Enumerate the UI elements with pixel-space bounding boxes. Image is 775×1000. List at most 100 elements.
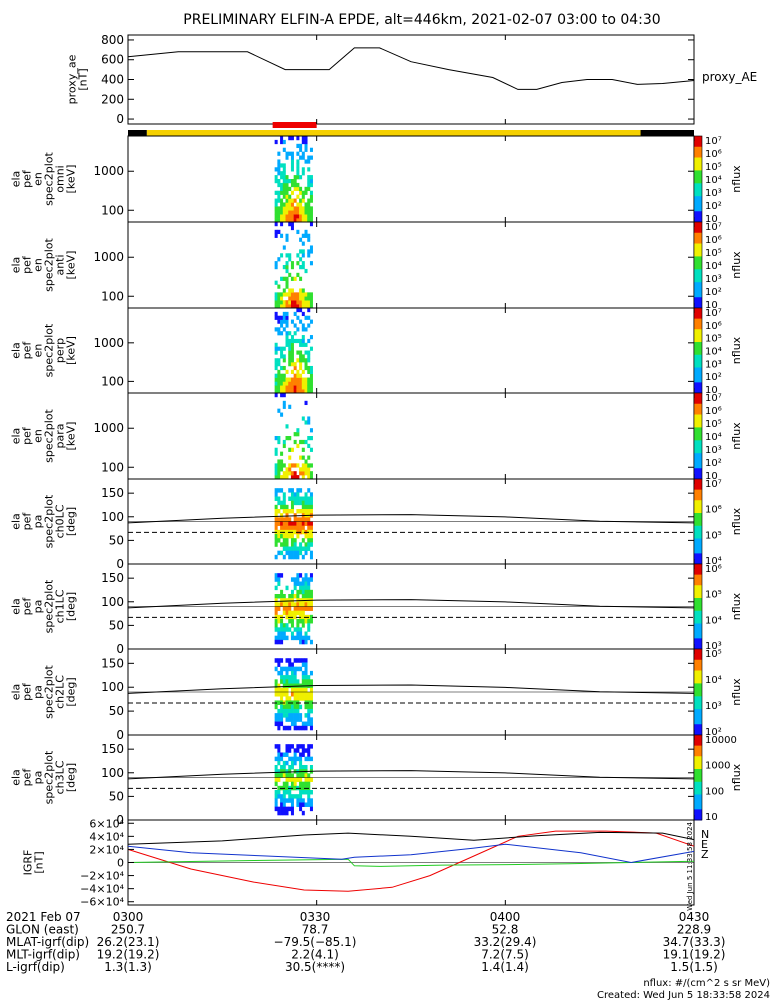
colorbar-cell	[694, 412, 702, 415]
colorbar-cell	[694, 258, 702, 262]
pitch-angle-cell	[304, 713, 308, 718]
pitch-angle-cell	[309, 521, 313, 526]
spectrogram-cell	[277, 381, 281, 386]
spectrogram-cell	[296, 261, 300, 266]
pitch-angle-cell	[290, 635, 294, 641]
spectrogram-cell	[274, 447, 278, 452]
colorbar-cell	[694, 796, 702, 800]
pitch-angle-cell	[304, 542, 308, 547]
ylabel-en_para-line: spec2plot	[43, 409, 56, 463]
pitch-angle-cell	[288, 806, 292, 812]
spectrogram-cell	[288, 186, 292, 192]
spectrogram-cell	[288, 253, 292, 258]
colorbar-cell	[694, 138, 702, 141]
colorbar-cell	[694, 525, 702, 529]
pitch-angle-cell	[309, 492, 313, 497]
pitch-angle-cell	[290, 525, 294, 531]
pitch-angle-cell	[282, 790, 286, 795]
spectrogram-cell	[274, 280, 278, 285]
pitch-angle-cell	[299, 525, 303, 531]
pitch-angle-cell	[304, 704, 308, 710]
spectrogram-cell	[296, 428, 300, 433]
colorbar-cell	[694, 777, 702, 781]
colorbar-cell	[694, 265, 702, 268]
ytick-label: 1000	[93, 336, 124, 350]
spectrogram-cell	[290, 222, 294, 227]
colorbar-cell	[694, 587, 702, 590]
spectrogram-cell	[277, 214, 281, 219]
spectrogram-cell	[282, 315, 286, 320]
ytick-label: 150	[101, 742, 124, 756]
pitch-angle-cell	[299, 573, 303, 578]
colorbar-tick-label: 10⁴	[705, 432, 722, 443]
colorbar-cell	[694, 627, 702, 631]
pitch-angle-cell	[307, 635, 311, 641]
pitch-angle-cell	[285, 748, 289, 753]
spectrogram-cell	[299, 218, 303, 223]
spectrogram-cell	[282, 167, 286, 172]
spectrogram-cell	[309, 377, 313, 382]
spectrogram-cell	[304, 385, 308, 390]
colorbar-cell	[694, 585, 702, 588]
spectrogram-cell	[307, 218, 311, 223]
pitch-angle-cell	[280, 708, 284, 714]
colorbar-cell	[694, 474, 702, 478]
pitch-angle-cell	[299, 589, 303, 595]
spectrogram-cell	[307, 354, 311, 359]
pitch-angle-cell	[301, 785, 305, 791]
spectrogram-cell	[296, 167, 300, 172]
spectrogram-cell	[301, 323, 305, 328]
spectrogram-cell	[299, 265, 303, 270]
pitch-angle-cell	[290, 488, 294, 493]
pitch-angle-cell	[309, 614, 313, 620]
spectrogram-cell	[274, 467, 278, 472]
spectrogram-cell	[309, 385, 313, 390]
colorbar-cell	[694, 386, 702, 390]
pitch-angle-cell	[288, 794, 292, 799]
spectrogram-cell	[307, 350, 311, 355]
colorbar-cell	[694, 702, 702, 706]
colorbar-cell	[694, 747, 702, 751]
pitch-angle-cell	[304, 517, 308, 522]
colorbar-cell	[694, 553, 702, 556]
pitch-angle-cell	[307, 704, 311, 710]
pitch-angle-cell	[307, 525, 311, 531]
spectrogram-cell	[299, 237, 303, 242]
spectrogram-cell	[299, 350, 303, 355]
pitch-angle-cell	[304, 492, 308, 497]
pitch-angle-cell	[299, 704, 303, 710]
colorbar-cell	[694, 581, 702, 584]
colorbar-cell	[694, 371, 702, 375]
pitch-angle-cell	[282, 492, 286, 497]
colorbar-tick-label: 10⁷	[705, 222, 722, 233]
spectrogram-cell	[285, 175, 289, 180]
spectrogram-cell	[290, 179, 294, 184]
pitch-angle-cell	[293, 670, 297, 676]
spectrogram-cell	[280, 210, 284, 215]
colorbar-cell	[694, 583, 702, 586]
spectrogram-cell	[274, 300, 278, 305]
pitch-angle-cell	[290, 504, 294, 510]
spectrogram-cell	[301, 467, 305, 472]
spectrogram-cell	[309, 214, 313, 219]
spectrogram-cell	[309, 179, 313, 184]
colorbar-tick-label: 10⁶	[705, 235, 722, 246]
colorbar-cell	[694, 536, 702, 539]
colorbar-cell	[694, 578, 702, 582]
pitch-angle-cell	[309, 756, 313, 762]
pitch-angle-cell	[288, 713, 292, 718]
colorbar-cell	[694, 752, 702, 755]
pitch-angle-cell	[299, 602, 303, 607]
spectrogram-cell	[290, 159, 294, 164]
colorbar-cell	[694, 532, 702, 535]
spectrogram-cell	[293, 300, 297, 305]
pitch-angle-cell	[288, 717, 292, 722]
pitch-angle-cell	[277, 806, 281, 812]
colorbar-tick-label: 1000	[705, 761, 730, 772]
pitch-angle-cell	[293, 777, 297, 782]
spectrogram-cell	[277, 190, 281, 195]
spectrogram-cell	[288, 471, 292, 476]
colorbar-cell	[694, 333, 702, 337]
spectrogram-cell	[296, 373, 300, 378]
spectrogram-cell	[296, 218, 300, 223]
